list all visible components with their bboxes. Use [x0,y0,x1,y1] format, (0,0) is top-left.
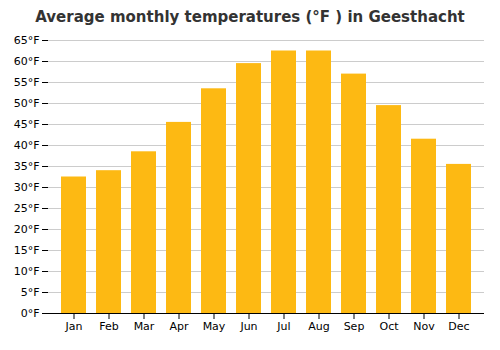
svg-text:50°F: 50°F [14,97,40,110]
svg-text:Dec: Dec [448,320,469,333]
svg-text:25°F: 25°F [14,202,40,215]
svg-text:45°F: 45°F [14,118,40,131]
svg-text:Mar: Mar [134,320,155,333]
svg-text:10°F: 10°F [14,265,40,278]
svg-text:Apr: Apr [169,320,189,333]
svg-text:Feb: Feb [99,320,118,333]
svg-text:Sep: Sep [344,320,365,333]
svg-text:35°F: 35°F [14,160,40,173]
svg-text:65°F: 65°F [14,34,40,47]
svg-text:40°F: 40°F [14,139,40,152]
svg-text:20°F: 20°F [14,223,40,236]
svg-text:0°F: 0°F [21,307,40,320]
svg-text:55°F: 55°F [14,76,40,89]
svg-text:Jul: Jul [276,320,290,333]
svg-text:30°F: 30°F [14,181,40,194]
svg-text:15°F: 15°F [14,244,40,257]
svg-text:Aug: Aug [308,320,329,333]
html-text:Average monthly temperatures (: Average monthly temperatures (°F ) in Ge… [35,8,465,26]
svg-text:5°F: 5°F [21,286,40,299]
svg-text:Jan: Jan [65,320,83,333]
svg-text:Oct: Oct [379,320,399,333]
svg-text:Jun: Jun [239,320,257,333]
svg-text:May: May [203,320,226,333]
svg-text:60°F: 60°F [14,55,40,68]
svg-text:Nov: Nov [413,320,435,333]
